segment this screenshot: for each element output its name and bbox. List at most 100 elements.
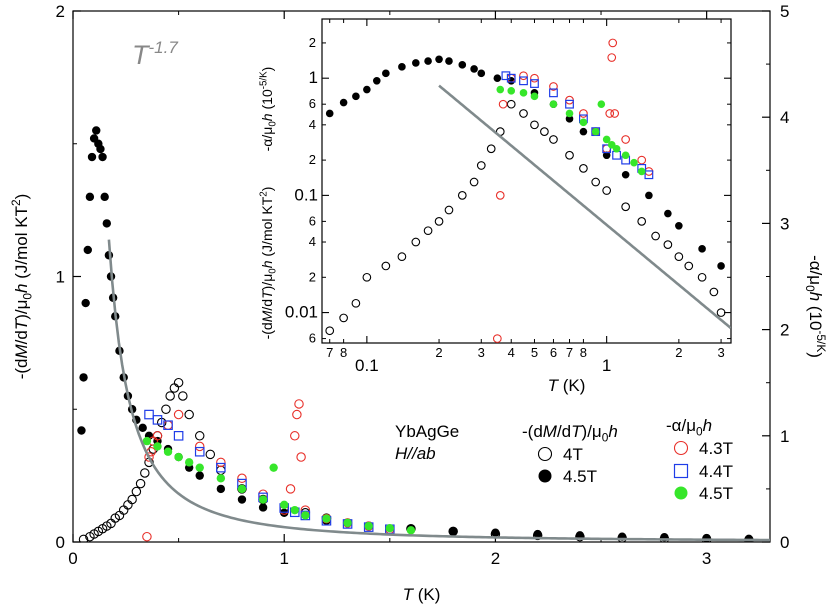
main-point-4_5T-left bbox=[81, 298, 90, 308]
inset-x-minor-label: 8 bbox=[340, 345, 347, 360]
inset-point-4T bbox=[339, 313, 348, 323]
inset-x-minor-label: 2 bbox=[675, 345, 682, 360]
main-point-4_5T-left bbox=[100, 192, 109, 202]
main-point-4_5T-left bbox=[237, 495, 247, 504]
y-right-tick-label: 1 bbox=[780, 427, 789, 446]
inset-point-4_4T bbox=[549, 88, 558, 98]
inset-point-4_5T bbox=[717, 262, 725, 270]
inset-point-4_5T bbox=[612, 144, 621, 153]
inset-point-4T bbox=[362, 272, 372, 282]
inset-point-4_5T bbox=[424, 57, 432, 65]
inset-point-4T bbox=[434, 217, 444, 226]
inset-point-4_4T bbox=[501, 71, 511, 81]
inset-y-major-label: 1 bbox=[309, 68, 318, 87]
main-point-4_5T-right bbox=[364, 521, 373, 531]
inset-point-4_5T bbox=[597, 100, 606, 108]
main-point-4T-left bbox=[127, 494, 137, 505]
inset-point-4T bbox=[674, 252, 684, 262]
main-point-4_5T-right bbox=[280, 500, 289, 510]
inset-point-4T bbox=[423, 226, 433, 236]
main-point-4_5T-left bbox=[77, 426, 86, 435]
inset-x-minor-label: 7 bbox=[326, 345, 333, 360]
inset-fit-curve bbox=[438, 84, 731, 330]
inset-point-4_3T bbox=[492, 334, 502, 343]
main-point-4_4T-right bbox=[152, 415, 163, 425]
inset-point-4T bbox=[684, 261, 694, 271]
main-point-4_5T-right bbox=[174, 452, 183, 462]
inset-x-minor-label: 4 bbox=[508, 345, 515, 360]
inset-point-4_5T bbox=[645, 191, 653, 200]
legend-group-alpha: -α/μ0​h bbox=[666, 416, 712, 438]
main-point-4_5T-left bbox=[98, 152, 107, 162]
main-point-4_5T-right bbox=[153, 442, 162, 451]
inset-point-4T bbox=[519, 109, 528, 118]
inset-point-4T bbox=[602, 186, 612, 195]
main-point-4_5T-left bbox=[491, 528, 500, 537]
x-tick-label: 1 bbox=[279, 549, 288, 568]
main-point-4_5T-right bbox=[216, 474, 226, 483]
inset-y-minor-label: 6 bbox=[309, 331, 316, 346]
inset-point-4T bbox=[351, 298, 361, 308]
inset-point-4_4T bbox=[644, 170, 654, 180]
inset-y-major-label: 0.01 bbox=[285, 303, 318, 322]
inset-point-4_3T bbox=[610, 109, 620, 118]
x-tick-label: 2 bbox=[491, 549, 500, 568]
main-point-4T-left bbox=[178, 391, 188, 401]
main-point-4_5T-left bbox=[448, 527, 458, 536]
main-point-4_3T-right bbox=[163, 420, 173, 430]
main-point-4T-left bbox=[205, 449, 216, 460]
inset-point-4T bbox=[579, 164, 588, 173]
main-point-4_5T-left bbox=[138, 423, 147, 433]
main-point-4_4T-right bbox=[144, 409, 154, 420]
main-point-4T-left bbox=[216, 465, 226, 476]
inset-point-4_4T bbox=[565, 99, 574, 109]
inset-point-4_5T bbox=[339, 98, 348, 107]
main-point-4_5T-left bbox=[92, 126, 101, 135]
inset-point-4_5T bbox=[602, 151, 611, 160]
main-point-4_5T-right bbox=[237, 484, 247, 494]
inset-point-4_3T bbox=[607, 53, 617, 62]
inset-point-4_5T bbox=[507, 87, 516, 95]
inset-point-4_5T bbox=[630, 158, 638, 167]
main-point-4_3T-right bbox=[292, 409, 302, 420]
main-point-4T-left bbox=[131, 486, 142, 497]
inset-data-layer bbox=[325, 38, 731, 343]
inset-point-4_3T bbox=[605, 109, 615, 118]
main-point-4_3T-right bbox=[285, 484, 296, 494]
y-right-tick-label: 2 bbox=[780, 321, 789, 340]
inset-point-4_5T bbox=[398, 63, 406, 71]
legend-label-4: 4.5T bbox=[699, 484, 733, 503]
x-tick-label: 0 bbox=[68, 549, 77, 568]
inset-y-minor-label: 2 bbox=[309, 269, 316, 284]
inset-frame bbox=[321, 18, 732, 344]
inset-y-minor-label: 4 bbox=[309, 117, 316, 132]
y-right-tick-label: 3 bbox=[780, 214, 789, 233]
inset-point-4T bbox=[476, 161, 486, 170]
inset-y-minor-label: 6 bbox=[309, 96, 316, 111]
inset-y-minor-label: 2 bbox=[309, 35, 316, 50]
inset-point-4T bbox=[444, 205, 454, 215]
main-point-4_5T-right bbox=[290, 505, 299, 515]
inset-point-4T bbox=[716, 308, 726, 317]
main-point-4_5T-right bbox=[163, 447, 173, 456]
y-right-tick-label: 5 bbox=[780, 2, 789, 21]
inset-y-minor-label: 2 bbox=[309, 152, 316, 167]
inset-point-4_3T bbox=[530, 73, 539, 83]
inset-x-minor-label: 7 bbox=[566, 345, 573, 360]
legend-marker-1 bbox=[538, 469, 552, 483]
inset-point-4_5T bbox=[372, 77, 381, 85]
legend-label-2: 4.3T bbox=[699, 439, 733, 458]
inset-point-4_3T bbox=[608, 38, 618, 48]
inset-point-4T bbox=[565, 150, 574, 160]
main-point-4T-left bbox=[173, 377, 184, 388]
y-left-tick-label: 1 bbox=[56, 268, 65, 287]
inset-point-4_5T bbox=[579, 127, 588, 136]
y-right-tick-label: 4 bbox=[780, 108, 789, 127]
legend-marker-4 bbox=[674, 486, 688, 500]
inset-point-4_5T bbox=[477, 69, 486, 78]
inset-y-right-label: -α/μ0​h (10-5/K​) bbox=[258, 67, 278, 152]
inset-point-4_5T bbox=[621, 170, 630, 179]
inset-point-4T bbox=[506, 99, 516, 109]
